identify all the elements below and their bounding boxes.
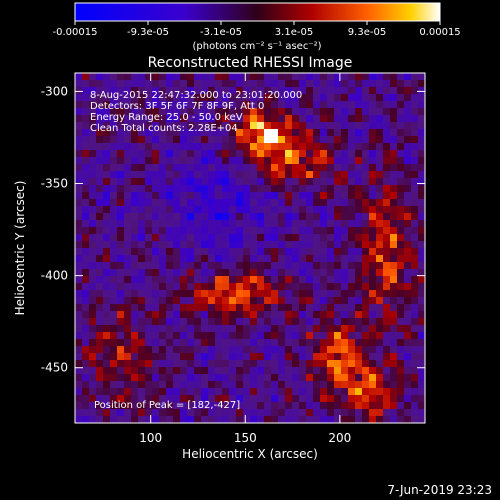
colorbar-tick-label: -3.1e-05	[200, 27, 242, 38]
footer-timestamp: 7-Jun-2019 23:23	[387, 483, 492, 497]
colorbar-tick-label: 9.3e-05	[348, 27, 386, 38]
y-tick-label: -350	[41, 177, 68, 191]
colorbar-tick-label: 3.1e-05	[275, 27, 313, 38]
colorbar	[74, 2, 441, 22]
colorbar-tick-label: 0.00015	[419, 27, 460, 38]
y-tick-label: -400	[41, 269, 68, 283]
colorbar-ticks: -0.00015 -9.3e-05 -3.1e-05 3.1e-05 9.3e-05 0.…	[53, 21, 461, 38]
annotation-detectors: Detectors: 3F 5F 6F 7F 8F 9F, Att 0	[90, 101, 264, 112]
heatmap-image	[75, 73, 425, 423]
x-tick-label: 200	[328, 431, 351, 445]
annotation-time-range: 8-Aug-2015 22:47:32.000 to 23:01:20.000	[90, 90, 302, 101]
x-tick-label: 150	[234, 431, 257, 445]
peak-position-label: Position of Peak = [182,-427]	[94, 400, 240, 411]
chart-title: Reconstructed RHESSI Image	[148, 55, 353, 71]
y-axis-label: Heliocentric Y (arcsec)	[13, 181, 27, 316]
plot-frame	[74, 72, 426, 424]
colorbar-units: (photons cm⁻² s⁻¹ asec⁻²)	[192, 41, 321, 52]
annotation-counts: Clean Total counts: 2.28E+04	[90, 123, 238, 134]
annotation-energy: Energy Range: 25.0 - 50.0 keV	[90, 112, 243, 123]
x-axis-ticks: 100 150 200	[139, 73, 351, 445]
colorbar-tick-label: -9.3e-05	[127, 27, 169, 38]
y-tick-label: -450	[41, 361, 68, 375]
y-tick-label: -300	[41, 84, 68, 98]
colorbar-tick-label: -0.00015	[53, 27, 98, 38]
x-axis-label: Heliocentric X (arcsec)	[182, 447, 318, 461]
x-tick-label: 100	[139, 431, 162, 445]
y-axis-ticks: -300 -350 -400 -450	[41, 84, 425, 375]
